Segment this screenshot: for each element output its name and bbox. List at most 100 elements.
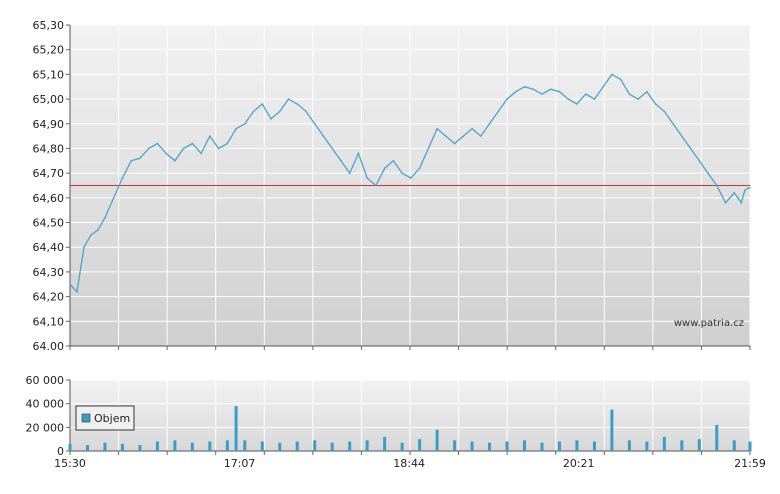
price-point xyxy=(619,78,622,81)
volume-bar xyxy=(557,441,561,451)
volume-bar xyxy=(732,440,736,451)
price-point xyxy=(576,103,578,105)
volume-bar xyxy=(155,441,159,451)
price-point xyxy=(331,147,334,150)
time-x-tick-label: 21:59 xyxy=(734,457,766,470)
volume-bar xyxy=(418,439,422,451)
price-point xyxy=(226,142,229,145)
price-point xyxy=(453,142,456,145)
volume-bar xyxy=(190,442,194,451)
volume-bar xyxy=(540,442,544,451)
volume-bar xyxy=(208,441,212,451)
price-point xyxy=(174,160,176,162)
volume-bar xyxy=(697,439,701,451)
volume-bar xyxy=(575,440,579,451)
price-point xyxy=(200,152,202,155)
volume-bar xyxy=(85,445,89,451)
legend-swatch xyxy=(81,413,91,423)
price-y-tick-label: 64,60 xyxy=(33,192,65,205)
price-point xyxy=(418,167,421,170)
price-point xyxy=(715,184,718,187)
price-point xyxy=(191,142,194,145)
price-point xyxy=(278,110,281,113)
price-point xyxy=(383,167,386,170)
price-point xyxy=(69,283,71,286)
price-point xyxy=(654,103,657,105)
price-point xyxy=(348,172,351,174)
price-point xyxy=(366,177,368,179)
volume-bar xyxy=(234,406,238,451)
price-point xyxy=(357,152,360,155)
volume-bar xyxy=(138,445,142,451)
price-point xyxy=(497,110,500,113)
price-point xyxy=(523,85,526,88)
volume-y-tick-label: 20 000 xyxy=(26,421,65,434)
price-point xyxy=(558,90,561,93)
price-point xyxy=(147,147,150,150)
volume-bar xyxy=(470,441,474,451)
price-point xyxy=(76,290,78,293)
price-point xyxy=(462,135,465,137)
price-y-tick-label: 65,00 xyxy=(33,93,65,106)
price-y-tick-label: 64,20 xyxy=(33,291,65,304)
price-point xyxy=(97,229,99,231)
volume-bar xyxy=(400,442,404,451)
price-y-tick-label: 65,10 xyxy=(33,68,65,81)
price-point xyxy=(340,160,342,162)
price-y-tick-label: 65,20 xyxy=(33,44,65,57)
price-point xyxy=(217,147,220,150)
price-y-tick-label: 64,70 xyxy=(33,167,65,180)
volume-bar xyxy=(173,440,177,451)
price-point xyxy=(322,135,325,137)
time-x-tick-label: 17:07 xyxy=(224,457,256,470)
price-y-tick-label: 64,90 xyxy=(33,118,65,131)
price-point xyxy=(707,172,709,174)
price-point xyxy=(375,184,377,187)
price-point xyxy=(681,135,683,137)
volume-bar xyxy=(120,443,124,451)
price-point xyxy=(646,90,648,93)
price-point xyxy=(506,98,508,100)
price-point xyxy=(90,234,92,236)
price-point xyxy=(733,192,736,194)
price-point xyxy=(139,157,141,160)
volume-bar xyxy=(680,440,684,451)
price-point xyxy=(740,201,743,204)
price-point xyxy=(182,147,185,150)
price-point xyxy=(747,187,750,189)
price-point xyxy=(270,118,272,120)
price-point xyxy=(261,103,264,105)
volume-bar xyxy=(295,441,299,451)
volume-bar xyxy=(313,440,317,451)
price-point xyxy=(736,197,739,199)
price-y-tick-label: 64,30 xyxy=(33,266,65,279)
price-point xyxy=(121,177,124,179)
volume-bar xyxy=(488,442,492,451)
price-point xyxy=(156,142,159,145)
price-point xyxy=(287,98,290,100)
volume-y-tick-label: 40 000 xyxy=(26,398,65,411)
price-point xyxy=(209,135,211,137)
price-point xyxy=(165,152,167,155)
price-point xyxy=(479,135,482,137)
price-y-tick-label: 64.00 xyxy=(33,340,65,353)
price-point xyxy=(689,147,692,150)
volume-bar xyxy=(662,436,666,451)
price-point xyxy=(112,197,115,199)
price-point xyxy=(410,177,412,179)
price-point xyxy=(305,110,307,113)
price-point xyxy=(743,189,746,192)
price-y-tick-label: 64,50 xyxy=(33,217,65,230)
price-point xyxy=(83,246,85,249)
volume-bar xyxy=(103,442,107,451)
volume-bar xyxy=(68,443,72,451)
time-x-tick-label: 18:44 xyxy=(393,457,425,470)
volume-bar xyxy=(627,440,631,451)
watermark: www.patria.cz xyxy=(674,318,744,329)
volume-bar xyxy=(278,442,282,451)
volume-bar xyxy=(330,442,334,451)
time-x-tick-label: 15:30 xyxy=(54,457,86,470)
volume-bar xyxy=(348,441,352,451)
price-point xyxy=(672,122,674,125)
